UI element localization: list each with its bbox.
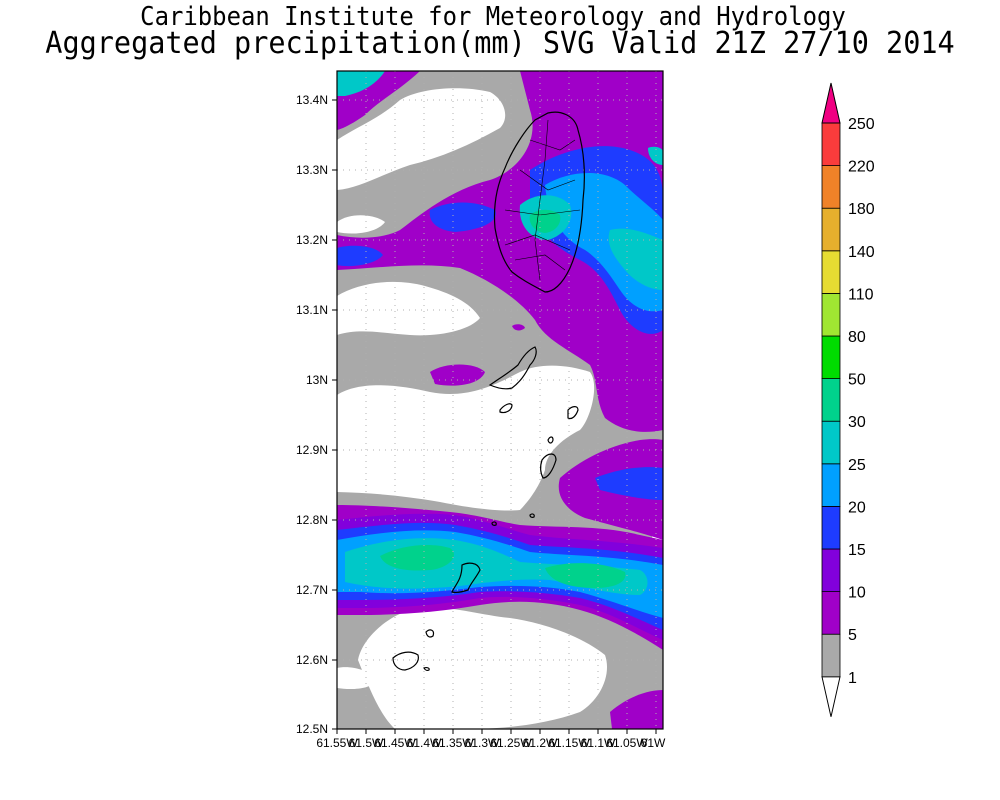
colorbar-swatch bbox=[821, 292, 841, 337]
colorbar-swatch bbox=[821, 122, 841, 166]
island-st-vincent bbox=[493, 111, 585, 293]
colorbar-label: 140 bbox=[848, 244, 875, 261]
lat-label: 12.8N bbox=[296, 513, 328, 527]
colorbar-swatch bbox=[821, 250, 841, 294]
colorbar-swatch bbox=[821, 633, 841, 678]
island-small-4 bbox=[529, 513, 535, 518]
colorbar-label: 5 bbox=[848, 627, 857, 644]
lon-label: 61.35W bbox=[432, 736, 474, 750]
graticule bbox=[337, 71, 663, 729]
lat-label: 13.1N bbox=[296, 303, 328, 317]
field-30-50-south-band-east bbox=[545, 563, 626, 588]
field-lt1-nw-blob bbox=[337, 215, 385, 234]
map-title-product: Aggregated precipitation(mm) SVG Valid 2… bbox=[45, 26, 955, 61]
precipitation-field bbox=[337, 71, 663, 729]
island-mayreau bbox=[547, 436, 554, 444]
lon-label: 61.25W bbox=[490, 736, 532, 750]
colorbar-upper-arrow bbox=[821, 82, 841, 124]
colorbar-swatch bbox=[821, 207, 841, 252]
island-mustique bbox=[499, 403, 513, 414]
island-small-1 bbox=[425, 629, 435, 638]
colorbar-label: 15 bbox=[848, 542, 866, 559]
field-15-20-north-bar bbox=[429, 202, 496, 232]
colorbar-swatch bbox=[821, 505, 841, 550]
field-30-50-south-band-west bbox=[380, 544, 454, 571]
field-20-25-nw bbox=[337, 71, 385, 96]
island-grenada-north bbox=[392, 651, 419, 671]
lon-label: 61.45W bbox=[374, 736, 416, 750]
map-title-institute: Caribbean Institute for Meteorology and … bbox=[140, 2, 846, 32]
island-carriacou bbox=[451, 562, 481, 593]
colorbar-label: 20 bbox=[848, 499, 866, 516]
colorbar-label: 110 bbox=[848, 286, 874, 303]
lat-label: 12.6N bbox=[296, 653, 328, 667]
colorbar-label: 220 bbox=[848, 159, 875, 176]
lon-label: 61.15W bbox=[548, 736, 590, 750]
field-15-20-east-mid bbox=[595, 467, 663, 500]
lon-label: 61.05W bbox=[606, 736, 648, 750]
lat-label: 13.2N bbox=[296, 233, 328, 247]
colorbar-label: 25 bbox=[848, 457, 866, 474]
colorbar-label: 30 bbox=[848, 414, 866, 431]
colorbar-swatch bbox=[821, 165, 841, 209]
longitude-labels: 61.55W 61.5W 61.45W 61.4W 61.35W 61.3W 6… bbox=[316, 736, 666, 750]
lon-label: 61.3W bbox=[465, 736, 500, 750]
lat-label: 13.4N bbox=[296, 93, 328, 107]
colorbar-swatch bbox=[821, 378, 841, 422]
axis-ticks bbox=[332, 99, 657, 734]
field-lt1-sw-blob bbox=[337, 667, 378, 690]
island-small-3 bbox=[423, 667, 430, 671]
map-frame bbox=[336, 70, 664, 730]
colorbar-label: 180 bbox=[848, 201, 875, 218]
colorbar-label: 10 bbox=[848, 585, 866, 602]
lon-label: 61.2W bbox=[523, 736, 558, 750]
field-5-10-mid-spot bbox=[512, 324, 525, 331]
colorbar-swatch bbox=[821, 591, 841, 635]
lon-label: 61.5W bbox=[349, 736, 384, 750]
colorbar-label: 250 bbox=[848, 116, 875, 133]
coastlines bbox=[392, 111, 585, 671]
field-5-10-mid-blob bbox=[430, 364, 485, 386]
colorbar-swatch bbox=[821, 420, 841, 465]
field-lt1-west bbox=[337, 281, 480, 336]
field-lt1-north bbox=[337, 88, 506, 190]
colorbar-swatch bbox=[821, 548, 841, 592]
colorbar-label: 50 bbox=[848, 372, 866, 389]
lon-label: 61W bbox=[641, 736, 666, 750]
colorbar-label: 1 bbox=[848, 670, 857, 687]
island-union bbox=[540, 453, 557, 479]
colorbar-label: 80 bbox=[848, 329, 866, 346]
lat-label: 12.7N bbox=[296, 583, 328, 597]
field-5-10-se bbox=[610, 690, 663, 729]
field-25-30-ne bbox=[608, 228, 663, 290]
field-lt1-south bbox=[358, 607, 608, 729]
lat-label: 13N bbox=[306, 373, 328, 387]
field-15-20-west-bar bbox=[337, 245, 383, 267]
field-lt1-centre bbox=[337, 365, 595, 511]
lon-label: 61.55W bbox=[316, 736, 358, 750]
colorbar-swatch bbox=[821, 335, 841, 379]
island-small-2 bbox=[491, 521, 497, 526]
lat-label: 13.3N bbox=[296, 163, 328, 177]
latitude-labels: 13.4N 13.3N 13.2N 13.1N 13N 12.9N 12.8N … bbox=[296, 93, 328, 736]
colorbar-swatch bbox=[821, 463, 841, 507]
lat-label: 12.9N bbox=[296, 443, 328, 457]
island-bequia bbox=[488, 346, 537, 390]
colorbar-lower-arrow bbox=[821, 676, 841, 717]
lon-label: 61.4W bbox=[407, 736, 442, 750]
field-30-50-island bbox=[529, 209, 561, 233]
lon-label: 61.1W bbox=[581, 736, 616, 750]
lat-label: 12.5N bbox=[296, 722, 328, 736]
island-canouan bbox=[567, 406, 579, 420]
island-st-vincent-rivers bbox=[504, 119, 581, 281]
